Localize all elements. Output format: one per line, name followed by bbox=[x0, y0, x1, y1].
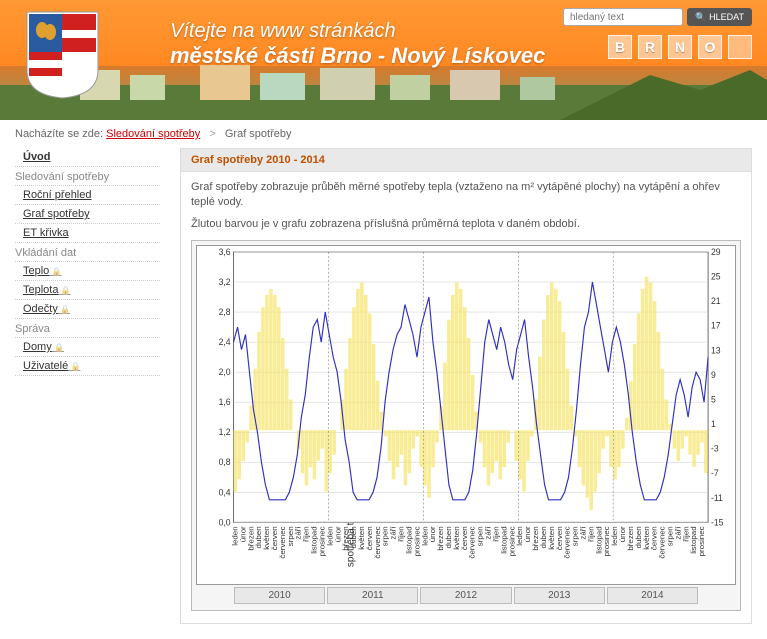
brno-letter-cell: R bbox=[638, 35, 662, 59]
year-cell: 2010 bbox=[234, 587, 325, 604]
brno-letter-boxes: BRNO bbox=[608, 35, 752, 59]
chart-container: spotřeba tepla na ÚT a ohřev TV (kWh/m2 … bbox=[191, 240, 741, 611]
sidebar-item[interactable]: Roční přehled bbox=[15, 186, 160, 205]
chart-plot-area: spotřeba tepla na ÚT a ohřev TV (kWh/m2 … bbox=[196, 245, 736, 585]
sidebar-item-home[interactable]: Úvod bbox=[15, 148, 160, 167]
brno-letter-cell: B bbox=[608, 35, 632, 59]
chart-year-bar: 20102011201220132014 bbox=[196, 585, 736, 606]
title-line-2: městské části Brno - Nový Lískovec bbox=[170, 43, 545, 69]
sidebar-section-head: Vkládání dat bbox=[15, 243, 160, 262]
svg-text:0,8: 0,8 bbox=[219, 457, 231, 467]
sidebar-groups: Sledování spotřebyRoční přehledGraf spot… bbox=[15, 167, 160, 376]
year-cell: 2012 bbox=[420, 587, 511, 604]
year-cell: 2013 bbox=[514, 587, 605, 604]
brno-letter-cell: O bbox=[698, 35, 722, 59]
sidebar-item[interactable]: ET křivka bbox=[15, 224, 160, 243]
search-button[interactable]: 🔍 HLEDAT bbox=[687, 8, 752, 26]
svg-text:5: 5 bbox=[711, 394, 716, 404]
svg-text:2,4: 2,4 bbox=[219, 337, 231, 347]
svg-text:-11: -11 bbox=[711, 493, 723, 503]
year-cell: 2011 bbox=[327, 587, 418, 604]
svg-text:-3: -3 bbox=[711, 444, 719, 454]
sidebar-item[interactable]: Odečty bbox=[15, 300, 160, 319]
svg-text:13: 13 bbox=[711, 345, 721, 355]
sidebar-item[interactable]: Uživatelé bbox=[15, 357, 160, 376]
svg-text:29: 29 bbox=[711, 247, 721, 257]
breadcrumb-current: Graf spotřeby bbox=[225, 128, 292, 140]
svg-text:1,6: 1,6 bbox=[219, 397, 231, 407]
svg-text:3,6: 3,6 bbox=[219, 247, 231, 257]
sidebar-item[interactable]: Teplota bbox=[15, 281, 160, 300]
sidebar-item[interactable]: Teplo bbox=[15, 262, 160, 281]
panel-body: Graf spotřeby zobrazuje průběh měrné spo… bbox=[180, 172, 752, 624]
panel-title: Graf spotřeby 2010 - 2014 bbox=[180, 148, 752, 172]
svg-text:2,0: 2,0 bbox=[219, 367, 231, 377]
title-line-1: Vítejte na www stránkách bbox=[170, 20, 545, 43]
brno-letter-cell bbox=[728, 35, 752, 59]
page-header: Vítejte na www stránkách městské části B… bbox=[0, 0, 767, 120]
panel-para-2: Žlutou barvou je v grafu zobrazena přísl… bbox=[191, 217, 741, 232]
svg-text:-7: -7 bbox=[711, 468, 719, 478]
sidebar-item[interactable]: Domy bbox=[15, 338, 160, 357]
svg-text:9: 9 bbox=[711, 370, 716, 380]
breadcrumb: Nacházíte se zde: Sledování spotřeby > G… bbox=[0, 120, 767, 148]
chart-svg: 0,0 0,4 0,8 1,2 1,6 2,0 2,4 2,8 3,2 3,6 -15 -11 -7 -3… bbox=[197, 246, 735, 584]
header-title: Vítejte na www stránkách městské části B… bbox=[170, 20, 545, 69]
year-cell: 2014 bbox=[607, 587, 698, 604]
sidebar-item[interactable]: Graf spotřeby bbox=[15, 205, 160, 224]
svg-text:0,4: 0,4 bbox=[219, 487, 231, 497]
search-input[interactable] bbox=[563, 8, 683, 26]
breadcrumb-link[interactable]: Sledování spotřeby bbox=[106, 128, 200, 140]
svg-text:25: 25 bbox=[711, 272, 721, 282]
svg-text:2,8: 2,8 bbox=[219, 307, 231, 317]
svg-text:prosinec: prosinec bbox=[697, 526, 706, 556]
svg-text:17: 17 bbox=[711, 321, 721, 331]
svg-text:21: 21 bbox=[711, 296, 721, 306]
svg-text:1,2: 1,2 bbox=[219, 427, 231, 437]
svg-text:3,2: 3,2 bbox=[219, 277, 231, 287]
sidebar-nav: Úvod Sledování spotřebyRoční přehledGraf… bbox=[15, 148, 160, 624]
brno-letter-cell: N bbox=[668, 35, 692, 59]
panel-para-1: Graf spotřeby zobrazuje průběh měrné spo… bbox=[191, 180, 741, 211]
search-bar: 🔍 HLEDAT bbox=[563, 8, 752, 26]
svg-text:0,0: 0,0 bbox=[219, 517, 231, 527]
city-crest bbox=[25, 10, 100, 100]
search-icon: 🔍 bbox=[695, 12, 706, 23]
svg-text:-15: -15 bbox=[711, 517, 724, 527]
sidebar-section-head: Sledování spotřeby bbox=[15, 167, 160, 186]
main-content: Graf spotřeby 2010 - 2014 Graf spotřeby … bbox=[180, 148, 752, 624]
sidebar-section-head: Správa bbox=[15, 319, 160, 338]
svg-text:1: 1 bbox=[711, 419, 716, 429]
